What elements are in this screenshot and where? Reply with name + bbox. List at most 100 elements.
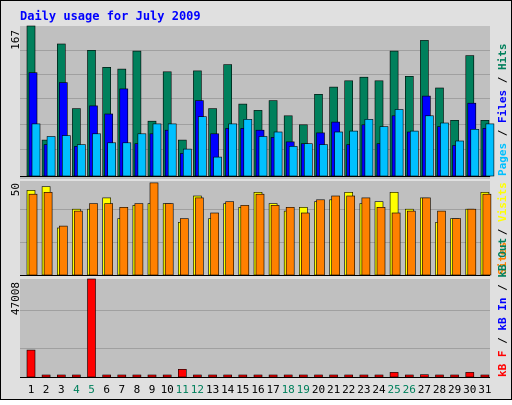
bar-kb-f-day-16 <box>253 374 263 378</box>
bar-pages-day-1 <box>31 123 41 177</box>
x-tick-label-day-6: 6 <box>103 383 110 396</box>
y-max-label: 47008 <box>9 282 22 315</box>
x-tick-label-day-30: 30 <box>463 383 476 396</box>
legend-separator: / <box>496 228 509 242</box>
y-max-label: 50 <box>9 183 22 196</box>
panel-kilobytes: 47008 kB F / kB In / kB Out <box>9 238 509 378</box>
bar-kb-f-day-15 <box>238 374 248 378</box>
bar-pages-day-14 <box>228 123 237 177</box>
legend-separator: / <box>496 129 509 143</box>
x-tick-label-day-24: 24 <box>372 383 386 396</box>
bar-pages-day-22 <box>349 130 359 177</box>
bar-kb-f-day-10 <box>162 374 172 378</box>
bar-sites-day-25 <box>391 212 401 276</box>
x-tick-label-day-4: 4 <box>73 383 80 396</box>
bar-sites-day-4 <box>74 210 83 276</box>
legend-kb-out: kB Out <box>496 238 509 284</box>
x-tick-label-day-29: 29 <box>448 383 461 396</box>
x-axis-day-labels: 1 2 3 4 5 6 7 8 9 10 11 12 13 14 15 16 17 18 19 20 21 22 23 24 2… <box>28 383 492 396</box>
bar-kb-f-day-22 <box>344 374 354 378</box>
panel-gridlines <box>20 310 490 349</box>
bar-kb-f-day-12 <box>193 374 202 378</box>
legend-kb-f: kB F <box>496 351 509 378</box>
x-tick-label-day-21: 21 <box>327 383 340 396</box>
bar-pages-day-28 <box>440 122 449 177</box>
panel-bars <box>20 182 492 276</box>
bar-pages-day-13 <box>213 156 222 177</box>
bar-kb-f-day-1 <box>26 349 36 378</box>
bar-pages-day-30 <box>470 129 480 177</box>
bar-sites-day-26 <box>406 210 416 276</box>
legend-hits: Hits <box>496 44 509 77</box>
x-tick-label-day-14: 14 <box>221 383 235 396</box>
panel-legend: kB F / kB In / kB Out <box>496 238 509 377</box>
bar-sites-day-21 <box>331 195 340 276</box>
bar-sites-day-10 <box>164 203 174 276</box>
bar-kb-f-day-21 <box>329 374 338 378</box>
bar-kb-f-day-19 <box>298 374 308 378</box>
legend-files: Files <box>496 90 509 130</box>
bar-sites-day-11 <box>180 218 189 276</box>
x-tick-label-day-9: 9 <box>149 383 156 396</box>
legend-visits: Visits <box>496 182 509 228</box>
x-tick-label-day-18: 18 <box>282 383 295 396</box>
bar-kb-f-day-5 <box>87 278 96 378</box>
bar-sites-day-17 <box>270 205 280 276</box>
bar-sites-day-5 <box>89 203 98 276</box>
bar-kb-f-day-4 <box>72 374 81 378</box>
bar-pages-day-26 <box>409 130 419 177</box>
x-tick-label-day-10: 10 <box>161 383 174 396</box>
x-tick-label-day-19: 19 <box>297 383 310 396</box>
x-tick-label-day-1: 1 <box>28 383 35 396</box>
x-tick-label-day-17: 17 <box>266 383 279 396</box>
bar-pages-day-25 <box>394 109 404 177</box>
bar-pages-day-5 <box>92 133 101 177</box>
bar-sites-day-12 <box>195 197 204 276</box>
bar-kb-f-day-28 <box>435 374 444 378</box>
bar-pages-day-23 <box>364 119 374 177</box>
bar-sites-day-2 <box>43 192 53 276</box>
bar-pages-day-24 <box>379 126 389 177</box>
bar-kb-f-day-18 <box>283 374 293 378</box>
x-tick-label-day-28: 28 <box>433 383 446 396</box>
panel-background <box>20 279 490 378</box>
bar-pages-day-29 <box>455 140 464 177</box>
bar-kb-f-day-8 <box>132 374 142 378</box>
x-tick-label-day-2: 2 <box>43 383 50 396</box>
bar-kb-f-day-17 <box>268 374 278 378</box>
bar-pages-day-27 <box>425 115 434 177</box>
bar-sites-day-18 <box>285 207 295 276</box>
bar-pages-day-11 <box>183 148 192 177</box>
bar-kb-f-day-30 <box>465 372 475 378</box>
bar-pages-day-8 <box>137 133 147 177</box>
y-max-label: 167 <box>9 30 22 50</box>
x-tick-label-day-31: 31 <box>478 383 491 396</box>
bar-sites-day-1 <box>28 193 38 276</box>
bar-pages-day-7 <box>122 142 132 177</box>
bar-kb-f-day-7 <box>117 374 127 378</box>
bar-kb-f-day-13 <box>208 374 217 378</box>
bar-pages-day-31 <box>485 123 495 177</box>
bar-pages-day-10 <box>167 123 177 177</box>
x-tick-label-day-15: 15 <box>236 383 249 396</box>
bar-kb-f-day-31 <box>480 374 490 378</box>
legend-kb-in: kB In <box>496 298 509 338</box>
bar-sites-day-24 <box>376 207 386 276</box>
x-tick-label-day-12: 12 <box>191 383 204 396</box>
x-tick-label-day-8: 8 <box>134 383 141 396</box>
x-tick-label-day-11: 11 <box>176 383 189 396</box>
bar-kb-f-day-3 <box>56 374 66 378</box>
chart-title: Daily usage for July 2009 <box>20 9 201 23</box>
bar-kb-f-day-11 <box>178 368 187 378</box>
legend-separator: / <box>496 76 509 90</box>
bar-sites-day-22 <box>346 195 356 276</box>
x-tick-label-day-5: 5 <box>88 383 95 396</box>
legend-pages: Pages <box>496 143 509 176</box>
x-tick-label-day-22: 22 <box>342 383 355 396</box>
bar-kb-f-day-24 <box>374 374 384 378</box>
x-tick-label-day-13: 13 <box>206 383 219 396</box>
x-tick-label-day-23: 23 <box>357 383 370 396</box>
x-tick-label-day-27: 27 <box>418 383 431 396</box>
